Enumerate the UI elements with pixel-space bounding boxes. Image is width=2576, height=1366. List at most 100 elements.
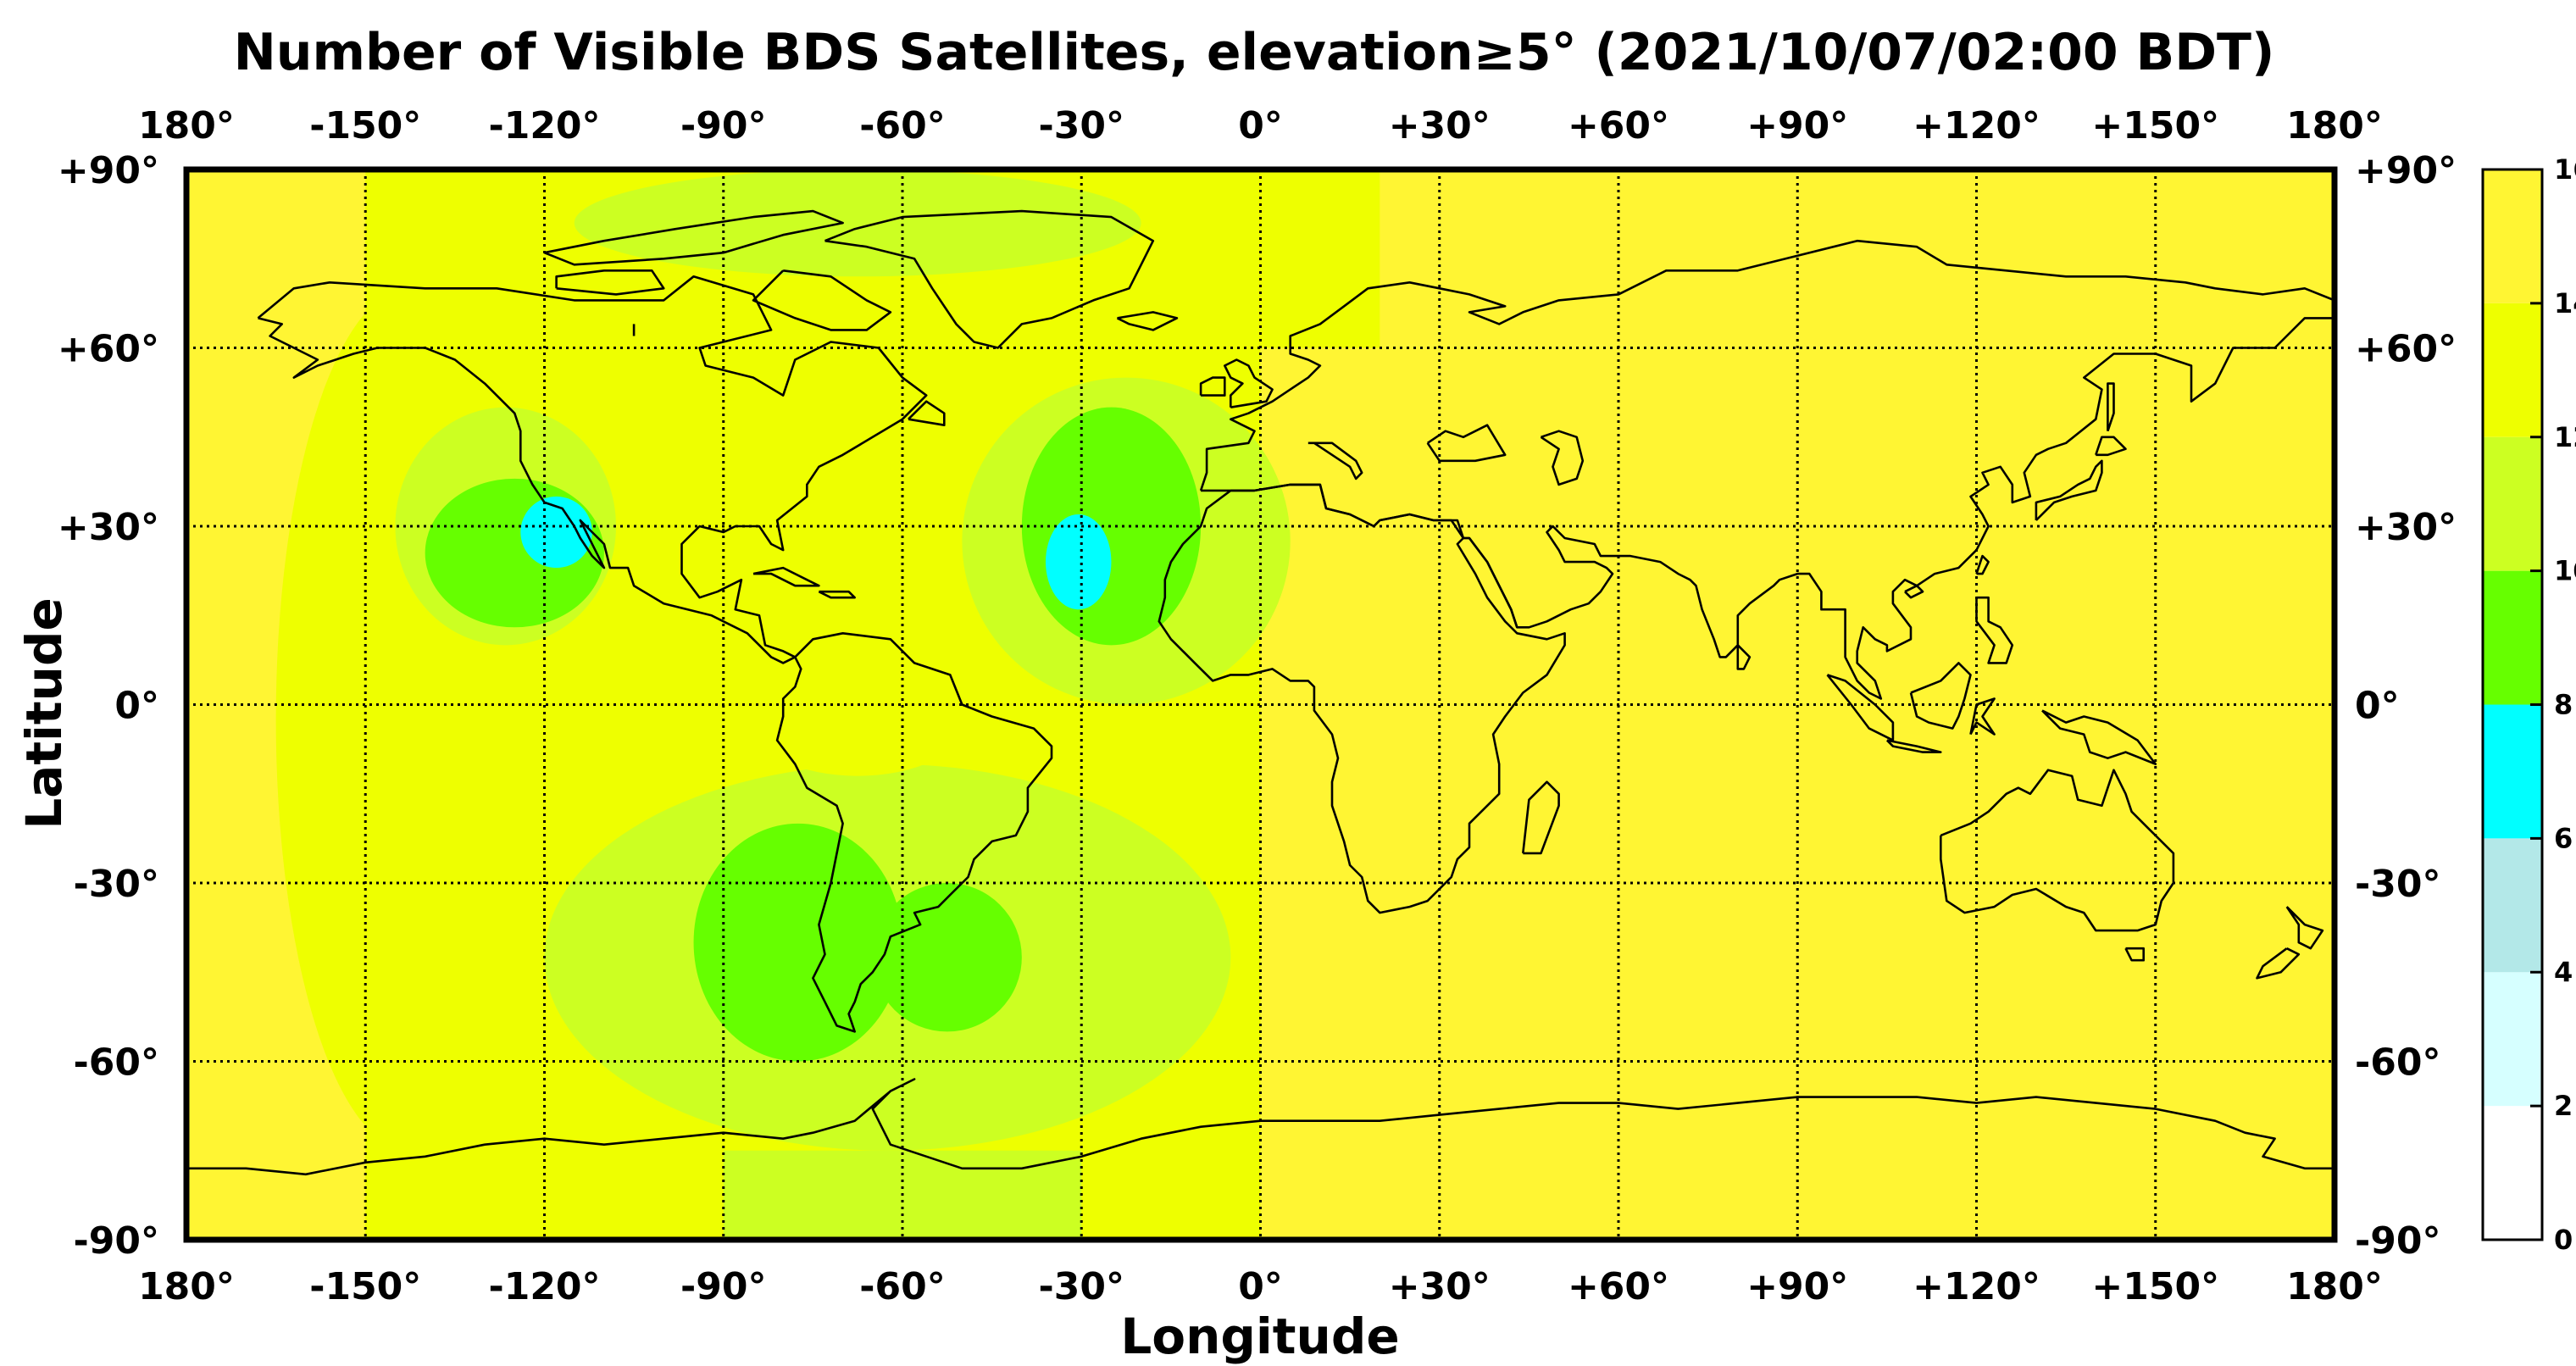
- coastline-australia: [1940, 769, 2175, 932]
- colorbar-tick-label: 4: [2554, 956, 2573, 988]
- y-tick-label-left: -60°: [74, 1041, 160, 1085]
- y-tick-label-right: -90°: [2355, 1219, 2441, 1263]
- heatmap-region-10: [1046, 514, 1112, 610]
- colorbar-bin: [2483, 972, 2542, 1107]
- coastline-victoria-island: [555, 269, 665, 296]
- coastline-greenland: [824, 209, 1155, 349]
- x-tick-label-top: +30°: [1389, 104, 1491, 147]
- heatmap-region-14: [752, 675, 963, 776]
- coastline-sri-lanka: [1736, 644, 1752, 670]
- coastline-antarctica: [186, 1078, 2334, 1176]
- coastline-philippines: [1975, 596, 2014, 664]
- coastline-tasmania: [2124, 947, 2145, 962]
- colorbar-tick-label: 14: [2554, 287, 2576, 319]
- colorbar-tick-label: 2: [2554, 1090, 2573, 1122]
- x-tick-label-top: -90°: [680, 104, 767, 147]
- coastline-hokkaido: [2095, 436, 2127, 457]
- x-tick-label-top: 180°: [138, 104, 235, 147]
- x-tick-label-top: +150°: [2091, 104, 2219, 147]
- coastline-borneo: [1909, 662, 1972, 730]
- coastline-south-america: [775, 631, 1053, 1033]
- x-tick-label-top: -30°: [1039, 104, 1125, 147]
- x-tick-label-top: +90°: [1746, 104, 1848, 147]
- x-tick-label-top: -60°: [859, 104, 946, 147]
- y-tick-label-right: +30°: [2355, 506, 2457, 549]
- x-tick-label-top: -120°: [488, 104, 600, 147]
- coastline-north-america: [257, 275, 928, 664]
- x-tick-label-bottom: +150°: [2091, 1265, 2219, 1308]
- coastline-newfoundland: [908, 400, 946, 427]
- colorbar-tick-label: 6: [2554, 822, 2573, 854]
- x-tick-label-top: -150°: [309, 104, 421, 147]
- x-tick-label-bottom: -90°: [680, 1265, 767, 1308]
- x-tick-label-bottom: 180°: [138, 1265, 235, 1308]
- coastline-cuba: [752, 566, 820, 587]
- x-tick-label-bottom: 180°: [2286, 1265, 2383, 1308]
- coastline-madagascar: [1522, 780, 1560, 855]
- colorbar-tick-label: 0: [2554, 1224, 2573, 1256]
- y-tick-label-left: 0°: [114, 685, 159, 728]
- x-tick-label-bottom: +120°: [1913, 1265, 2040, 1308]
- coastline-japan: [2035, 459, 2103, 521]
- coastline-mediterranean-italy: [1307, 441, 1363, 480]
- x-axis-label: Longitude: [1120, 1308, 1399, 1365]
- y-tick-label-right: +90°: [2355, 149, 2457, 192]
- colorbar-bin: [2483, 1106, 2542, 1240]
- x-tick-label-bottom: -150°: [309, 1265, 421, 1308]
- coastline-sakhalin: [2107, 382, 2115, 432]
- colorbar-bin: [2483, 303, 2542, 437]
- gridlines: [186, 169, 2334, 1240]
- y-axis-label: Latitude: [15, 597, 73, 830]
- coastline-hainan: [1904, 584, 1924, 599]
- heatmap-region-7: [520, 496, 592, 569]
- colorbar-bin: [2483, 436, 2542, 571]
- colorbar-bin: [2483, 704, 2542, 839]
- coastline-iceland: [1116, 311, 1179, 331]
- coastline-new-zealand-north: [2285, 906, 2324, 950]
- coastline-sumatra: [1826, 674, 1895, 741]
- x-tick-label-bottom: +90°: [1746, 1265, 1848, 1308]
- x-tick-label-top: +120°: [1913, 104, 2040, 147]
- colorbar-tick-label: 8: [2554, 689, 2573, 721]
- x-tick-label-top: 180°: [2286, 104, 2383, 147]
- x-tick-label-top: 0°: [1238, 104, 1283, 147]
- y-tick-label-left: -30°: [74, 863, 160, 906]
- x-tick-label-bottom: +60°: [1568, 1265, 1669, 1308]
- x-tick-label-bottom: 0°: [1238, 1265, 1283, 1308]
- x-tick-label-top: +60°: [1568, 104, 1669, 147]
- x-tick-label-bottom: +30°: [1389, 1265, 1491, 1308]
- y-tick-label-left: +30°: [58, 506, 159, 549]
- coastline-arctic-islands: [544, 209, 844, 266]
- colorbar-tick-label: 12: [2554, 421, 2576, 453]
- coastline-new-guinea: [2041, 709, 2157, 766]
- colorbar: 0 2 4 6 8 10 12 14 16: [2481, 153, 2576, 1256]
- coastline-britain: [1224, 358, 1274, 408]
- coastline-baffin: [752, 269, 892, 331]
- y-tick-label-left: -90°: [74, 1219, 160, 1263]
- axis-ticks: 180° 180° -150° -150° -120° -120° -90° -90° -60°…: [58, 104, 2457, 1308]
- x-tick-label-bottom: -60°: [859, 1265, 946, 1308]
- colorbar-bin: [2483, 169, 2542, 303]
- coastline-taiwan: [1975, 554, 1990, 575]
- coastline-hispaniola: [818, 590, 857, 599]
- coastline-black-sea: [1426, 424, 1507, 463]
- coastline-arabia-red-sea: [1463, 536, 1518, 628]
- y-tick-label-right: 0°: [2355, 685, 2400, 728]
- heatmap-region-12: [693, 823, 902, 1062]
- y-tick-label-left: +90°: [58, 149, 159, 192]
- coastlines: [186, 209, 2334, 1176]
- coastline-caspian: [1540, 430, 1585, 486]
- x-tick-label-bottom: -120°: [488, 1265, 600, 1308]
- heatmap-region-13: [872, 883, 1022, 1032]
- x-tick-label-bottom: -30°: [1039, 1265, 1125, 1308]
- y-tick-label-left: +60°: [58, 328, 159, 371]
- colorbar-bin: [2483, 838, 2542, 973]
- heatmap-region-4: [574, 169, 1141, 277]
- coastline-ireland: [1199, 376, 1226, 397]
- coastline-europe-asia: [1199, 239, 2334, 700]
- colorbar-tick-label: 16: [2554, 153, 2576, 186]
- y-tick-label-right: +60°: [2355, 328, 2457, 371]
- colorbar-bin: [2483, 570, 2542, 705]
- map-frame: [183, 166, 2338, 1243]
